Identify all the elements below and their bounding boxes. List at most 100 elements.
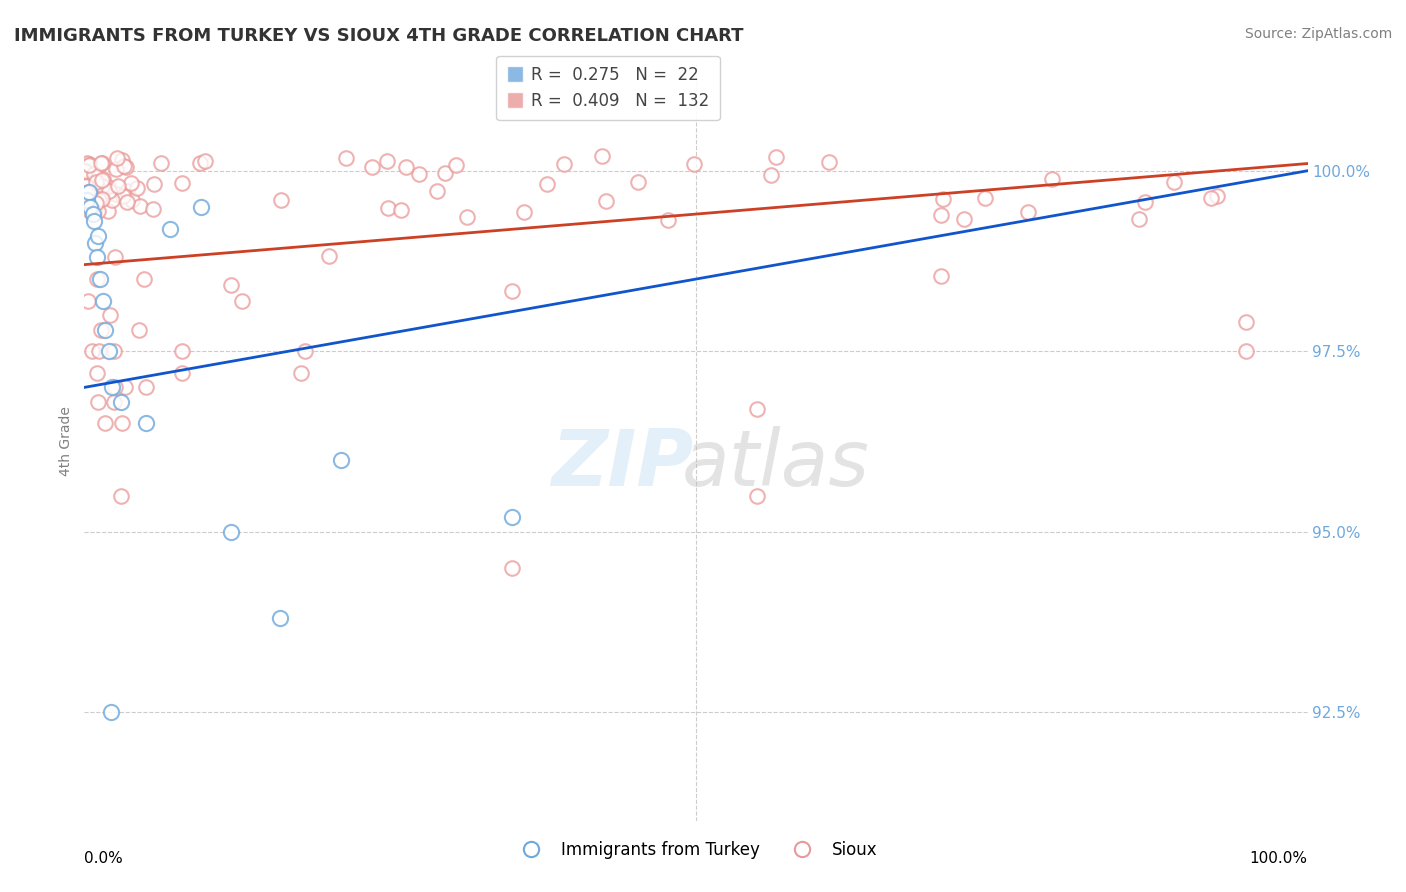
Point [97,204,120,219]
Point [104,187,127,202]
Text: ZIP: ZIP [551,426,693,502]
Point [747,402,769,417]
Point [82,207,104,221]
Point [375,154,398,169]
Point [932,193,955,207]
Point [107,178,129,193]
Point [761,168,783,182]
Point [318,249,340,263]
Point [115,195,138,210]
Point [114,380,136,394]
Point [127,181,149,195]
Point [104,380,127,394]
Point [86,366,108,380]
Point [84,196,107,211]
Point [79,189,101,203]
Point [104,162,127,177]
Point [231,293,253,308]
Point [75,178,97,192]
Point [456,210,478,224]
Point [172,366,194,380]
Point [86,251,108,265]
Point [83,169,105,184]
Point [111,153,134,167]
Point [90,178,112,193]
Point [75,182,97,196]
Point [502,285,524,299]
Point [159,221,181,235]
Point [142,202,165,216]
Point [931,208,953,222]
Point [115,184,138,198]
Point [91,172,114,186]
Point [98,308,121,322]
Point [84,161,107,175]
Point [269,611,291,625]
Point [502,510,524,524]
Point [929,269,952,284]
Text: atlas: atlas [682,426,869,502]
Point [97,344,120,359]
Point [973,191,995,205]
Point [87,394,110,409]
Point [170,176,193,190]
Point [395,161,418,175]
Point [104,251,127,265]
Point [1133,195,1156,210]
Point [1017,204,1039,219]
Point [1199,191,1222,205]
Point [87,228,110,243]
Point [330,452,353,467]
Point [112,159,135,173]
Point [818,155,841,169]
Point [87,192,110,206]
Point [103,344,125,359]
Point [100,193,122,207]
Point [434,166,457,180]
Point [294,344,316,359]
Point [101,380,124,394]
Point [657,213,679,227]
Point [135,380,157,394]
Point [84,235,107,250]
Point [953,212,976,227]
Point [97,184,120,198]
Point [76,193,98,207]
Point [627,175,650,189]
Text: Source: ZipAtlas.com: Source: ZipAtlas.com [1244,27,1392,41]
Point [83,214,105,228]
Point [86,204,108,219]
Point [1128,212,1150,227]
Point [110,394,132,409]
Point [90,190,112,204]
Text: 0.0%: 0.0% [84,851,124,866]
Point [115,160,138,174]
Point [377,201,399,215]
Point [150,156,173,170]
Point [194,154,217,169]
Point [75,179,97,194]
Point [120,176,142,190]
Point [121,194,143,208]
Point [77,186,100,200]
Point [89,193,111,207]
Point [79,203,101,218]
Point [86,272,108,286]
Point [188,156,211,170]
Point [111,417,134,431]
Point [591,149,613,163]
Point [553,157,575,171]
Point [426,184,449,198]
Point [765,150,787,164]
Legend: Immigrants from Turkey, Sioux: Immigrants from Turkey, Sioux [508,834,884,865]
Point [82,200,104,214]
Point [77,293,100,308]
Point [135,417,157,431]
Point [219,277,242,292]
Point [536,177,558,191]
Point [683,157,706,171]
Point [360,160,382,174]
Point [595,194,617,208]
Point [270,193,292,207]
Point [83,167,105,181]
